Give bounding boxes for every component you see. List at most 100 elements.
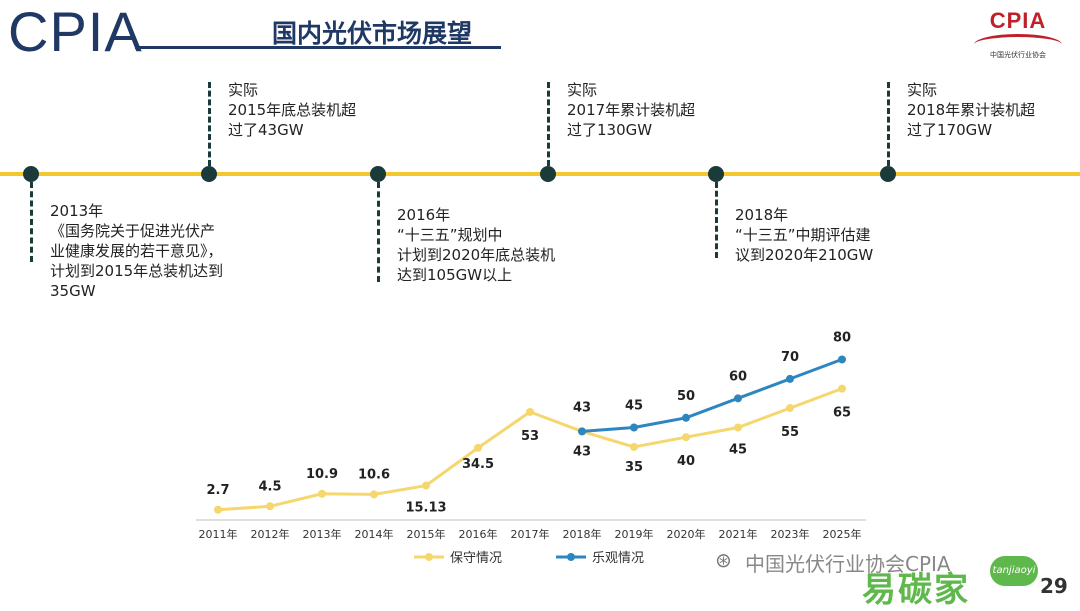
timeline-note-line: 2018年累计装机超 [907,101,1036,119]
timeline-node [201,166,217,182]
data-point [214,505,222,514]
x-tick-label: 2021年 [719,527,758,541]
data-label: 10.9 [306,467,338,482]
timeline-note-line: 过了170GW [907,121,993,139]
timeline-note: 实际 2018年累计装机超 过了170GW [907,80,1035,140]
timeline-connector [547,82,550,166]
data-point [370,490,378,499]
data-point [266,502,274,511]
timeline-note-line: 《国务院关于促进光伏产 [50,222,216,240]
series-line-0 [217,387,843,512]
data-label: 15.13 [405,501,446,516]
data-label: 53 [521,429,539,444]
data-label: 43 [573,400,591,415]
timeline-note-line: 2016年 [397,206,451,224]
data-point [474,443,482,452]
data-label: 60 [729,369,747,384]
x-tick-label: 2011年 [199,527,238,541]
timeline-connector [377,182,380,282]
timeline-note: 2016年 “十三五”规划中计划到2020年底总装机 达到105GW以上 [397,205,555,285]
legend-swatch-marker [567,553,575,561]
timeline-note-line: 实际 [567,81,598,99]
timeline-note: 实际 2015年底总装机超 过了43GW [228,80,356,140]
data-point [318,489,326,498]
x-tick-label: 2019年 [615,527,654,541]
timeline-note-line: 议到2020年210GW [735,246,874,264]
data-point [682,413,690,422]
timeline-note-line: 计划到2015年总装机达到 [50,262,224,280]
timeline-note-line: “十三五”规划中 [397,226,503,244]
data-point [682,433,690,442]
legend-label: 乐观情况 [592,551,644,566]
data-point [786,374,794,383]
timeline-note-line: 计划到2020年底总装机 [397,246,556,264]
logo-subtitle: 中国光伏行业协会 [990,51,1046,59]
data-label: 4.5 [258,479,281,494]
x-tick-label: 2017年 [511,527,550,541]
data-point [734,394,742,403]
timeline-note-line: “十三五”中期评估建 [735,226,871,244]
timeline-note-line: 业健康发展的若干意见》， [50,242,223,260]
timeline-note-line: 达到105GW以上 [397,266,513,284]
timeline-note-line: 2018年 [735,206,789,224]
data-point [630,442,638,451]
data-point [838,355,846,364]
series-line-1 [581,357,843,433]
timeline-note: 2018年 “十三五”中期评估建 议到2020年210GW [735,205,873,265]
x-tick-label: 2012年 [251,527,290,541]
cpia-logo: CPIA 中国光伏行业协会 [966,6,1070,66]
title-underline [135,46,501,49]
legend-label: 保守情况 [450,551,502,566]
timeline-note-line: 2013年 [50,202,104,220]
data-label: 10.6 [358,467,390,482]
page-number: 29 [1040,574,1068,598]
timeline-node [880,166,896,182]
x-tick-label: 2025年 [823,527,862,541]
logo-text: CPIA [989,8,1047,33]
timeline-note-line: 2017年累计装机超 [567,101,696,119]
data-label: 55 [781,425,799,440]
data-label: 34.5 [462,457,494,472]
timeline-connector [715,182,718,258]
page-title: 国内光伏市场展望 [272,19,473,48]
data-label: 43 [573,444,591,459]
timeline-note-line: 过了130GW [567,121,653,139]
data-point [838,384,846,393]
timeline-note-line: 过了43GW [228,121,304,139]
data-label: 40 [677,454,695,469]
timeline-node [540,166,556,182]
x-tick-label: 2018年 [563,527,602,541]
data-point [422,481,430,490]
timeline-note-line: 实际 [228,81,259,99]
watermark-badge: tanjiaoyi [990,556,1038,586]
timeline-note: 实际 2017年累计装机超 过了130GW [567,80,695,140]
x-tick-label: 2014年 [355,527,394,541]
watermark-green-text: 易碳家 [862,570,970,610]
data-label: 45 [625,399,643,414]
data-label: 2.7 [206,483,229,498]
data-point [526,407,534,416]
watermark-text: 中国光伏行业协会CPIA [745,552,951,576]
timeline-note-line: 2015年底总装机超 [228,101,357,119]
timeline-node [708,166,724,182]
wechat-icon: ⊛ [715,548,732,572]
timeline-note-line: 35GW [50,282,96,300]
timeline-connector [887,82,890,166]
brand-logo-text: CPIA [8,0,143,63]
data-point [578,427,586,436]
x-tick-label: 2020年 [667,527,706,541]
x-tick-label: 2013年 [303,527,342,541]
data-label: 70 [781,350,799,365]
data-point [630,423,638,432]
x-tick-label: 2023年 [771,527,810,541]
data-label: 80 [833,330,851,345]
timeline-connector [208,82,211,166]
legend-swatch-marker [425,553,433,561]
timeline-connector [30,182,33,262]
data-point [734,423,742,432]
x-tick-label: 2016年 [459,527,498,541]
data-label: 45 [729,443,747,458]
logo-arc [974,34,1062,55]
timeline-node [370,166,386,182]
